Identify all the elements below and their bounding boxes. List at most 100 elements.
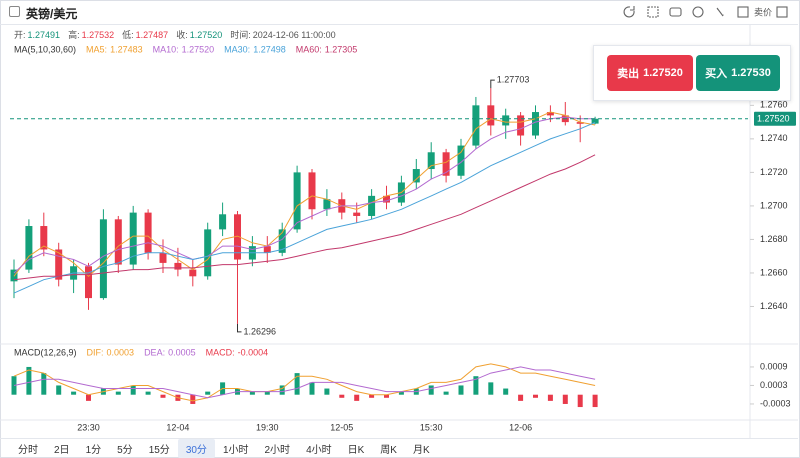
legend-value: 0.0003: [107, 347, 135, 357]
y-tick-label: 1.2700: [760, 200, 788, 210]
period-tab[interactable]: 分时: [18, 444, 38, 456]
x-tick-label: 23:30: [77, 422, 100, 432]
field-label: 开:: [14, 30, 26, 40]
top-bar: 英镑/美元 卖价: [0, 0, 798, 25]
macd-bar: [145, 391, 151, 395]
x-tick-label: 19:30: [256, 422, 279, 432]
period-tab[interactable]: 4小时: [306, 444, 332, 456]
y-tick-label: 1.2680: [760, 234, 788, 244]
field-value: 2024-12-06 11:00:00: [252, 30, 336, 40]
high-marker: [490, 79, 495, 89]
trade-panel: 卖出 1.27520 买入 1.27530: [593, 45, 791, 101]
legend-title: MA(5,10,30,60): [14, 44, 76, 54]
macd-bar: [324, 388, 330, 395]
macd-bar: [249, 391, 255, 395]
legend-value: 1.27498: [253, 44, 286, 54]
y-tick-label: 0.0003: [760, 380, 788, 390]
macd-bar: [428, 385, 434, 395]
candle-body: [55, 249, 63, 280]
candle-body: [591, 118, 599, 124]
symbol-icon[interactable]: [9, 6, 20, 17]
macd-bar: [160, 394, 166, 398]
candle-body: [114, 219, 122, 265]
candle-body: [427, 152, 435, 170]
draw-icon[interactable]: [647, 6, 659, 18]
sell-label: 卖出: [617, 68, 640, 80]
period-tab[interactable]: 月K: [412, 444, 430, 456]
candle-body: [129, 212, 137, 265]
refresh-icon[interactable]: [623, 6, 635, 18]
candle-body: [234, 214, 241, 260]
candle-body: [263, 246, 271, 253]
period-tab[interactable]: 2小时: [264, 444, 291, 456]
candle-body: [40, 226, 48, 250]
grid-icon[interactable]: [737, 6, 749, 18]
macd-bar: [458, 385, 464, 395]
period-tab[interactable]: 日K: [347, 444, 365, 456]
macd-bar: [71, 391, 77, 395]
candle-body: [174, 262, 182, 270]
price-tag-label: 1.27520: [757, 114, 790, 124]
macd-bar: [518, 394, 524, 401]
macd-bar: [86, 394, 91, 401]
screen-icon[interactable]: [669, 7, 682, 17]
legend-name: MACD:: [206, 347, 235, 357]
candle-body: [546, 112, 554, 116]
period-tab[interactable]: 5分: [117, 444, 133, 456]
sell-button[interactable]: 卖出 1.27520: [607, 55, 693, 91]
field-value: 1.27487: [135, 30, 169, 40]
field-label: 收:: [176, 30, 188, 40]
percent-icon[interactable]: [716, 7, 724, 17]
macd-bar: [592, 394, 598, 408]
toolbar: 卖价: [623, 6, 788, 18]
candle-body: [368, 195, 376, 216]
x-tick-label: 12-04: [166, 422, 189, 432]
macd-bar: [130, 385, 136, 395]
candle-body: [144, 212, 152, 253]
candle-body: [517, 115, 525, 136]
candle-body: [25, 226, 33, 270]
chart-icon[interactable]: [692, 6, 704, 18]
buy-label: 买入: [705, 68, 728, 80]
candle-body: [576, 122, 584, 124]
period-tab[interactable]: 30分: [177, 438, 215, 458]
period-tab[interactable]: 15分: [148, 444, 170, 456]
indicator-line: [13, 116, 596, 274]
legend-name: MA10:: [153, 44, 179, 54]
period-tab[interactable]: 2日: [54, 444, 70, 456]
field-value: 1.27520: [189, 30, 223, 40]
x-tick-label: 12-05: [330, 422, 353, 432]
legend-value: 1.27520: [182, 44, 215, 54]
candle-body: [308, 172, 316, 210]
legend-value: 1.27305: [325, 44, 358, 54]
legend-value: 0.0005: [168, 347, 196, 357]
macd-bar: [190, 394, 196, 404]
y-tick-label: 1.2660: [760, 267, 788, 277]
period-tab[interactable]: 1分: [85, 444, 102, 456]
macd-bar: [443, 391, 449, 395]
legend-title: MACD(12,26,9): [14, 347, 77, 357]
price-tag: [754, 111, 796, 126]
macd-bar: [354, 394, 360, 401]
fullscreen-icon[interactable]: [776, 6, 788, 18]
field-label: 低:: [122, 30, 134, 40]
buy-button[interactable]: 买入 1.27530: [696, 55, 780, 91]
macd-bar: [398, 391, 404, 395]
macd-bar: [503, 388, 509, 395]
period-tab[interactable]: 1小时: [222, 444, 249, 456]
period-tab[interactable]: 周K: [380, 444, 397, 456]
macd-bar: [279, 385, 285, 395]
period-tabs: 分时 2日 1分 5分 15分 30分 1小时 2小时 4小时 日K 周K 月K: [0, 438, 798, 458]
candle-body: [278, 229, 286, 253]
macd-bar: [339, 394, 345, 398]
y-tick-label: 1.2740: [760, 133, 788, 143]
macd-bar: [41, 373, 47, 395]
candle-body: [353, 212, 361, 216]
macd-bar: [473, 376, 479, 395]
candle-body: [383, 195, 390, 203]
y-tick-label: -0.0003: [760, 398, 791, 408]
tool-text[interactable]: 卖价: [754, 7, 772, 17]
candle-body: [442, 152, 450, 176]
